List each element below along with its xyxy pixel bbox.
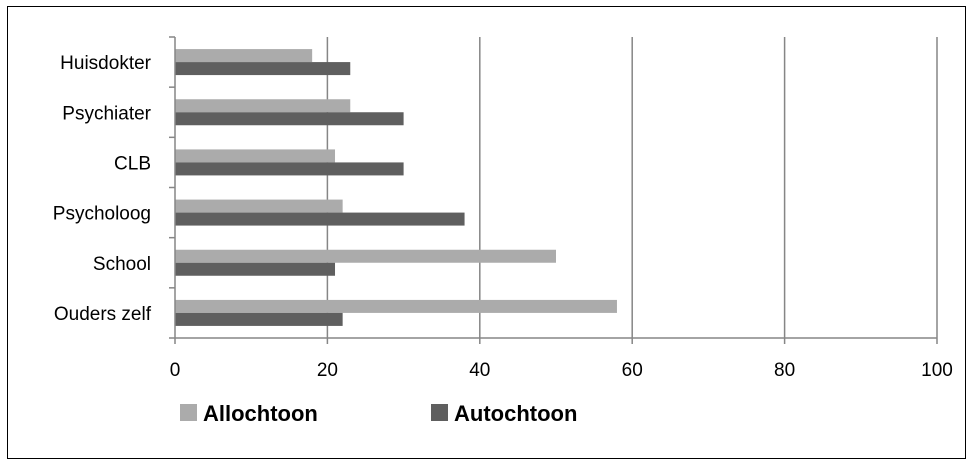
bar-autochtoon-school bbox=[175, 262, 336, 276]
category-label-clb: CLB bbox=[114, 153, 151, 174]
legend: Allochtoon Autochtoon bbox=[180, 401, 577, 426]
bar-allochtoon-huisdokter bbox=[175, 49, 313, 63]
legend-label-allochtoon: Allochtoon bbox=[203, 401, 318, 426]
category-label-school: School bbox=[93, 254, 151, 275]
x-tick-label-20: 20 bbox=[317, 360, 338, 381]
category-label-psychiater: Psychiater bbox=[62, 103, 151, 124]
bar-allochtoon-psychiater bbox=[175, 99, 351, 113]
bar-autochtoon-ouders-zelf bbox=[175, 312, 343, 326]
category-label-huisdokter: Huisdokter bbox=[60, 53, 151, 74]
bar-allochtoon-clb bbox=[175, 149, 336, 163]
x-tick-label-80: 80 bbox=[774, 360, 795, 381]
bar-autochtoon-psychiater bbox=[175, 112, 404, 126]
bar-allochtoon-ouders-zelf bbox=[175, 299, 617, 313]
x-tick-labels: 0 20 40 60 80 100 bbox=[170, 360, 953, 381]
chart-frame bbox=[7, 6, 966, 459]
bar-autochtoon-clb bbox=[175, 162, 404, 176]
bar-autochtoon-huisdokter bbox=[175, 62, 351, 76]
category-label-ouders-zelf: Ouders zelf bbox=[54, 304, 152, 325]
gridlines bbox=[326, 37, 938, 338]
bar-autochtoon-psycholoog bbox=[175, 212, 465, 226]
axes bbox=[169, 36, 938, 344]
x-tick-label-40: 40 bbox=[469, 360, 490, 381]
category-labels: Huisdokter Psychiater CLB Psycholoog School O… bbox=[53, 53, 152, 325]
legend-swatch-autochtoon bbox=[431, 404, 448, 421]
x-tick-label-0: 0 bbox=[170, 360, 181, 381]
x-tick-label-60: 60 bbox=[622, 360, 643, 381]
legend-swatch-allochtoon bbox=[180, 404, 197, 421]
legend-label-autochtoon: Autochtoon bbox=[454, 401, 577, 426]
x-tick-label-100: 100 bbox=[921, 360, 953, 381]
category-label-psycholoog: Psycholoog bbox=[53, 204, 151, 225]
bars bbox=[175, 49, 617, 326]
bar-allochtoon-school bbox=[175, 249, 556, 263]
bar-allochtoon-psycholoog bbox=[175, 199, 343, 213]
